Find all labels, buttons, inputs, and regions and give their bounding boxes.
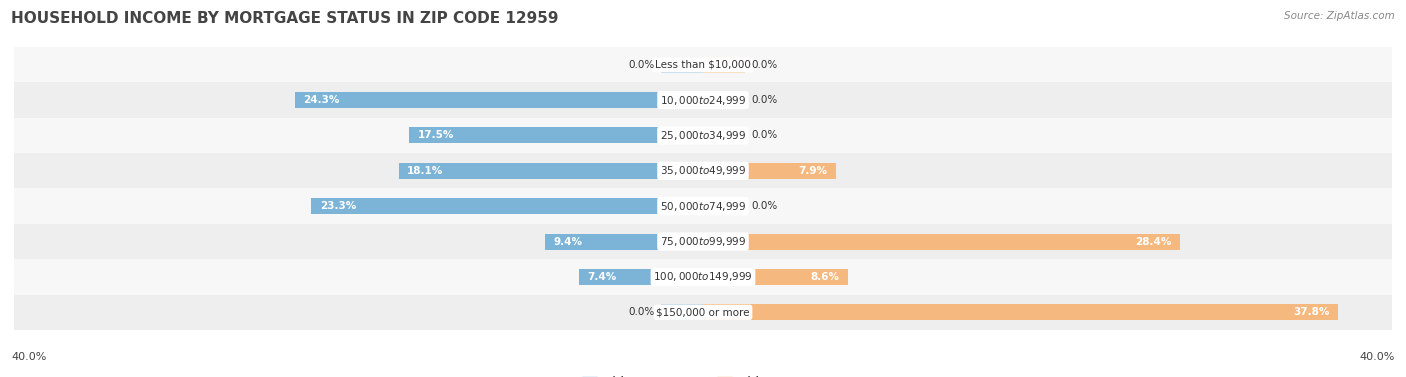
Text: 18.1%: 18.1% (408, 166, 443, 176)
Bar (703, 92, 745, 108)
Text: 40.0%: 40.0% (1360, 352, 1395, 362)
Bar (14, 118, 1392, 153)
Text: 9.4%: 9.4% (554, 236, 582, 247)
Bar (703, 127, 745, 143)
Bar (399, 163, 703, 179)
Bar (703, 163, 835, 179)
Text: $35,000 to $49,999: $35,000 to $49,999 (659, 164, 747, 177)
Text: 23.3%: 23.3% (321, 201, 356, 211)
Bar (703, 57, 745, 73)
Bar (14, 259, 1392, 294)
Bar (546, 234, 703, 250)
Text: $25,000 to $34,999: $25,000 to $34,999 (659, 129, 747, 142)
Text: 0.0%: 0.0% (752, 60, 778, 70)
Bar (409, 127, 703, 143)
Bar (661, 304, 703, 320)
Text: Less than $10,000: Less than $10,000 (655, 60, 751, 70)
Text: 17.5%: 17.5% (418, 130, 454, 141)
Bar (579, 269, 703, 285)
Bar (703, 304, 1339, 320)
Bar (14, 83, 1392, 118)
Text: 8.6%: 8.6% (810, 272, 839, 282)
Bar (14, 188, 1392, 224)
Text: HOUSEHOLD INCOME BY MORTGAGE STATUS IN ZIP CODE 12959: HOUSEHOLD INCOME BY MORTGAGE STATUS IN Z… (11, 11, 558, 26)
Bar (14, 224, 1392, 259)
Text: $150,000 or more: $150,000 or more (657, 307, 749, 317)
Text: 0.0%: 0.0% (752, 95, 778, 105)
Text: 28.4%: 28.4% (1136, 236, 1171, 247)
Text: 7.4%: 7.4% (588, 272, 616, 282)
Bar (703, 269, 848, 285)
Bar (312, 198, 703, 214)
Bar (295, 92, 703, 108)
Bar (703, 234, 1180, 250)
Text: 7.9%: 7.9% (799, 166, 827, 176)
Bar (14, 294, 1392, 330)
Text: 24.3%: 24.3% (304, 95, 339, 105)
Legend: Without Mortgage, With Mortgage: Without Mortgage, With Mortgage (582, 376, 824, 377)
Text: 37.8%: 37.8% (1294, 307, 1330, 317)
Bar (703, 198, 745, 214)
Bar (661, 57, 703, 73)
Bar (14, 153, 1392, 188)
Text: $50,000 to $74,999: $50,000 to $74,999 (659, 200, 747, 213)
Text: 40.0%: 40.0% (11, 352, 46, 362)
Text: $10,000 to $24,999: $10,000 to $24,999 (659, 93, 747, 107)
Bar (14, 47, 1392, 83)
Text: 0.0%: 0.0% (752, 201, 778, 211)
Text: 0.0%: 0.0% (628, 307, 654, 317)
Text: 0.0%: 0.0% (628, 60, 654, 70)
Text: $75,000 to $99,999: $75,000 to $99,999 (659, 235, 747, 248)
Text: $100,000 to $149,999: $100,000 to $149,999 (654, 270, 752, 284)
Text: Source: ZipAtlas.com: Source: ZipAtlas.com (1284, 11, 1395, 21)
Text: 0.0%: 0.0% (752, 130, 778, 141)
